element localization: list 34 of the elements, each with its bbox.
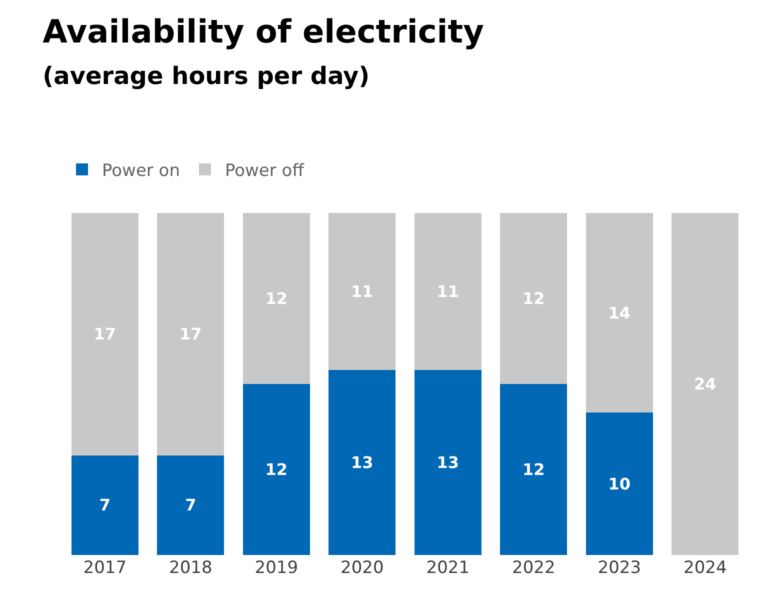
x-tick-label: 2018 xyxy=(168,558,212,578)
data-label: 7 xyxy=(185,496,196,515)
data-label: 12 xyxy=(522,460,545,479)
data-label: 7 xyxy=(99,496,110,515)
bar xyxy=(414,213,482,370)
x-tick-label: 2020 xyxy=(340,558,384,578)
bar xyxy=(328,213,396,370)
bar xyxy=(500,213,568,384)
bar xyxy=(672,213,739,555)
bar xyxy=(242,384,310,555)
data-label: 13 xyxy=(436,452,460,472)
x-tick-label: 2024 xyxy=(683,558,727,578)
chart-title: Availability of electricity xyxy=(42,12,484,50)
x-tick-label: 2017 xyxy=(83,558,127,578)
bar xyxy=(242,213,310,384)
data-label: 12 xyxy=(265,460,288,479)
bar xyxy=(157,213,224,456)
x-tick-label: 2023 xyxy=(598,558,642,578)
bar xyxy=(328,370,396,555)
data-label: 13 xyxy=(350,452,374,472)
data-label: 10 xyxy=(608,474,631,494)
x-tick-label: 2019 xyxy=(254,558,298,578)
bar xyxy=(500,384,568,555)
x-tick-label: 2021 xyxy=(426,558,470,578)
bar xyxy=(414,370,482,555)
bar xyxy=(157,455,224,555)
x-tick-label: 2022 xyxy=(512,558,556,578)
legend-label: Power off xyxy=(224,160,306,181)
bar xyxy=(71,213,138,456)
bar xyxy=(71,455,138,555)
chart-subtitle: (average hours per day) xyxy=(42,62,370,90)
legend-label: Power on xyxy=(102,160,180,181)
bar xyxy=(586,412,653,555)
bar xyxy=(586,213,653,412)
